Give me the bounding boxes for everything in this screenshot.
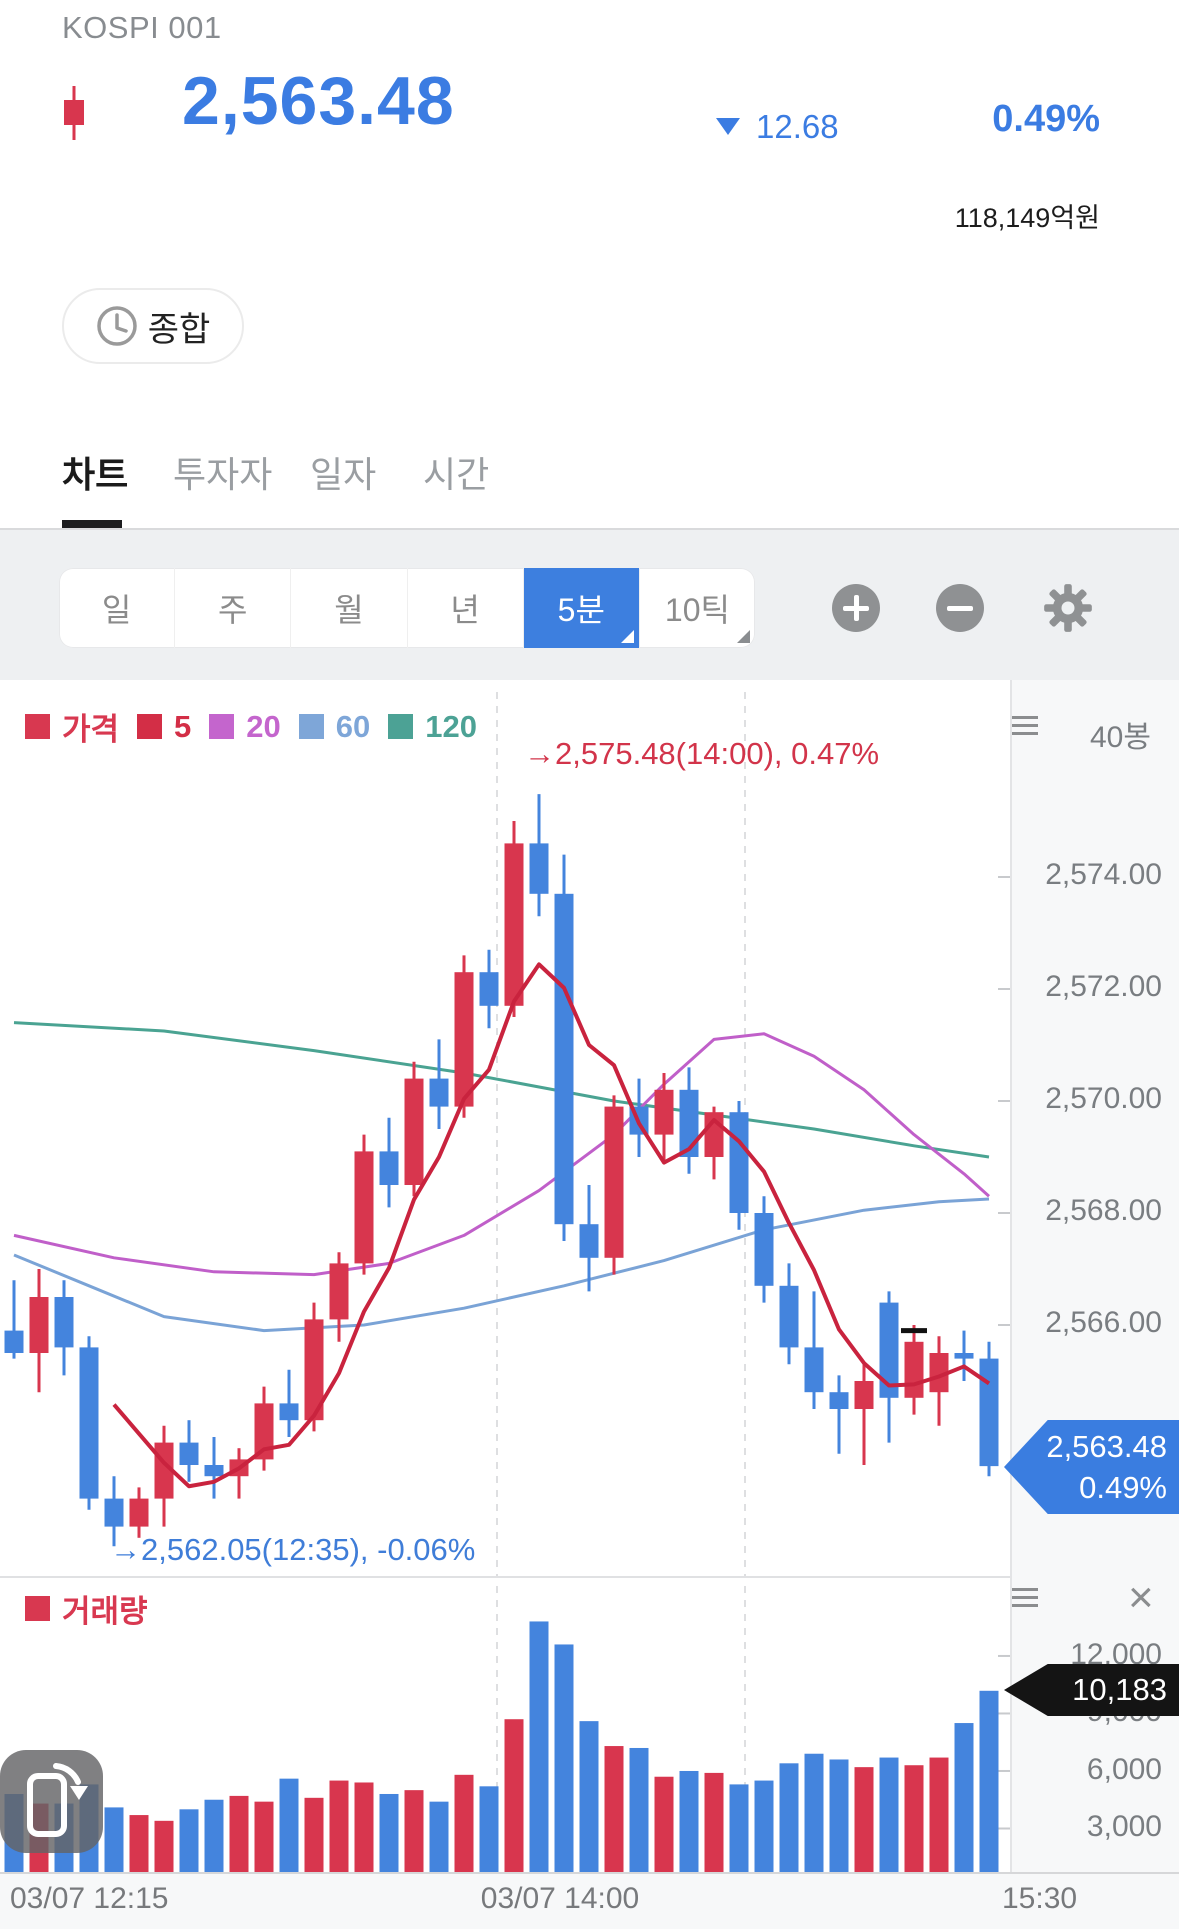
price-volume-divider	[0, 1576, 1010, 1578]
current-price: 2,563.48	[182, 63, 455, 139]
price-change: 12.68	[756, 108, 839, 145]
legend-swatch	[25, 1596, 50, 1621]
price-axis-label: 2,574.00	[1045, 858, 1162, 891]
volume-axis-label: 3,000	[1086, 1810, 1162, 1844]
legend-swatch	[25, 714, 50, 739]
clock-icon	[96, 306, 137, 346]
tab-2[interactable]: 투자자	[173, 454, 273, 495]
tab-divider	[0, 528, 1179, 530]
index-title: KOSPI 001	[62, 10, 222, 45]
tab-3[interactable]: 일자	[310, 454, 377, 495]
summary-button-label: 종합	[147, 310, 211, 349]
price-badge-percent: 0.49%	[1079, 1470, 1167, 1505]
price-chart[interactable]	[0, 680, 1010, 1576]
legend-label: 60	[335, 708, 371, 744]
tab-4[interactable]: 시간	[423, 454, 490, 495]
period-button-2[interactable]: 주	[174, 568, 290, 648]
price-legend: 가격 5 20 60 120	[25, 704, 483, 749]
gear-icon	[1044, 584, 1092, 632]
legend-label: 가격	[62, 712, 120, 747]
legend-label: 거래량	[62, 1594, 148, 1629]
settings-button[interactable]	[1042, 582, 1094, 637]
period-selector: 일 주 월 년 5분 10틱	[59, 568, 755, 648]
legend-label: 5	[174, 708, 192, 744]
x-axis-band	[0, 1872, 1179, 1929]
price-panel-menu-icon[interactable]	[1012, 716, 1038, 740]
rotate-screen-button[interactable]	[0, 1750, 103, 1853]
price-axis-label: 2,568.00	[1045, 1194, 1162, 1227]
volume-panel-menu-icon[interactable]	[1012, 1588, 1038, 1612]
x-axis-label: 15:30	[1002, 1882, 1078, 1915]
trading-amount: 118,149억원	[954, 203, 1100, 233]
price-axis-label: 2,566.00	[1045, 1306, 1162, 1339]
price-badge-value: 2,563.48	[1046, 1429, 1167, 1464]
bar-count-label: 40봉	[1090, 721, 1151, 754]
zoom-in-button[interactable]	[832, 584, 880, 632]
price-axis-label: 2,572.00	[1045, 970, 1162, 1003]
volume-badge-value: 10,183	[1072, 1672, 1167, 1707]
rotate-phone-icon	[27, 1763, 88, 1837]
period-button-3[interactable]: 월	[290, 568, 406, 648]
legend-swatch	[137, 714, 163, 739]
summary-button[interactable]: 종합	[62, 288, 244, 364]
legend-swatch	[209, 714, 235, 739]
minus-icon	[947, 606, 973, 611]
price-change-percent: 0.49%	[992, 98, 1100, 140]
x-axis-label: 03/07 12:15	[10, 1882, 169, 1915]
current-price-badge: 2,563.48 0.49%	[1004, 1420, 1179, 1514]
period-button-6[interactable]: 10틱	[638, 568, 755, 648]
plus-icon-bar	[854, 595, 859, 621]
tab-1[interactable]: 차트	[62, 454, 129, 495]
down-arrow-icon	[716, 118, 740, 135]
tab-bar: 차트 투자자 일자 시간	[0, 438, 1179, 530]
period-button-4[interactable]: 년	[406, 568, 523, 648]
active-tab-underline	[62, 520, 122, 528]
volume-axis-label: 6,000	[1086, 1752, 1162, 1786]
legend-swatch	[298, 714, 324, 739]
candlestick-icon	[64, 86, 84, 140]
zoom-out-button[interactable]	[936, 584, 984, 632]
volume-legend: 거래량	[25, 1586, 154, 1631]
period-button-1[interactable]: 일	[59, 568, 174, 648]
high-annotation: →2,575.48(14:00), 0.47%	[524, 736, 880, 771]
legend-swatch	[388, 714, 414, 739]
volume-chart[interactable]	[0, 1576, 1010, 1872]
price-axis-label: 2,570.00	[1045, 1082, 1162, 1115]
legend-label: 20	[246, 708, 281, 744]
low-annotation: →2,562.05(12:35), -0.06%	[110, 1532, 476, 1567]
period-button-5[interactable]: 5분	[522, 568, 639, 648]
close-icon[interactable]: ×	[1128, 1573, 1154, 1622]
x-axis-label: 03/07 14:00	[480, 1882, 640, 1915]
legend-label: 120	[425, 708, 477, 744]
